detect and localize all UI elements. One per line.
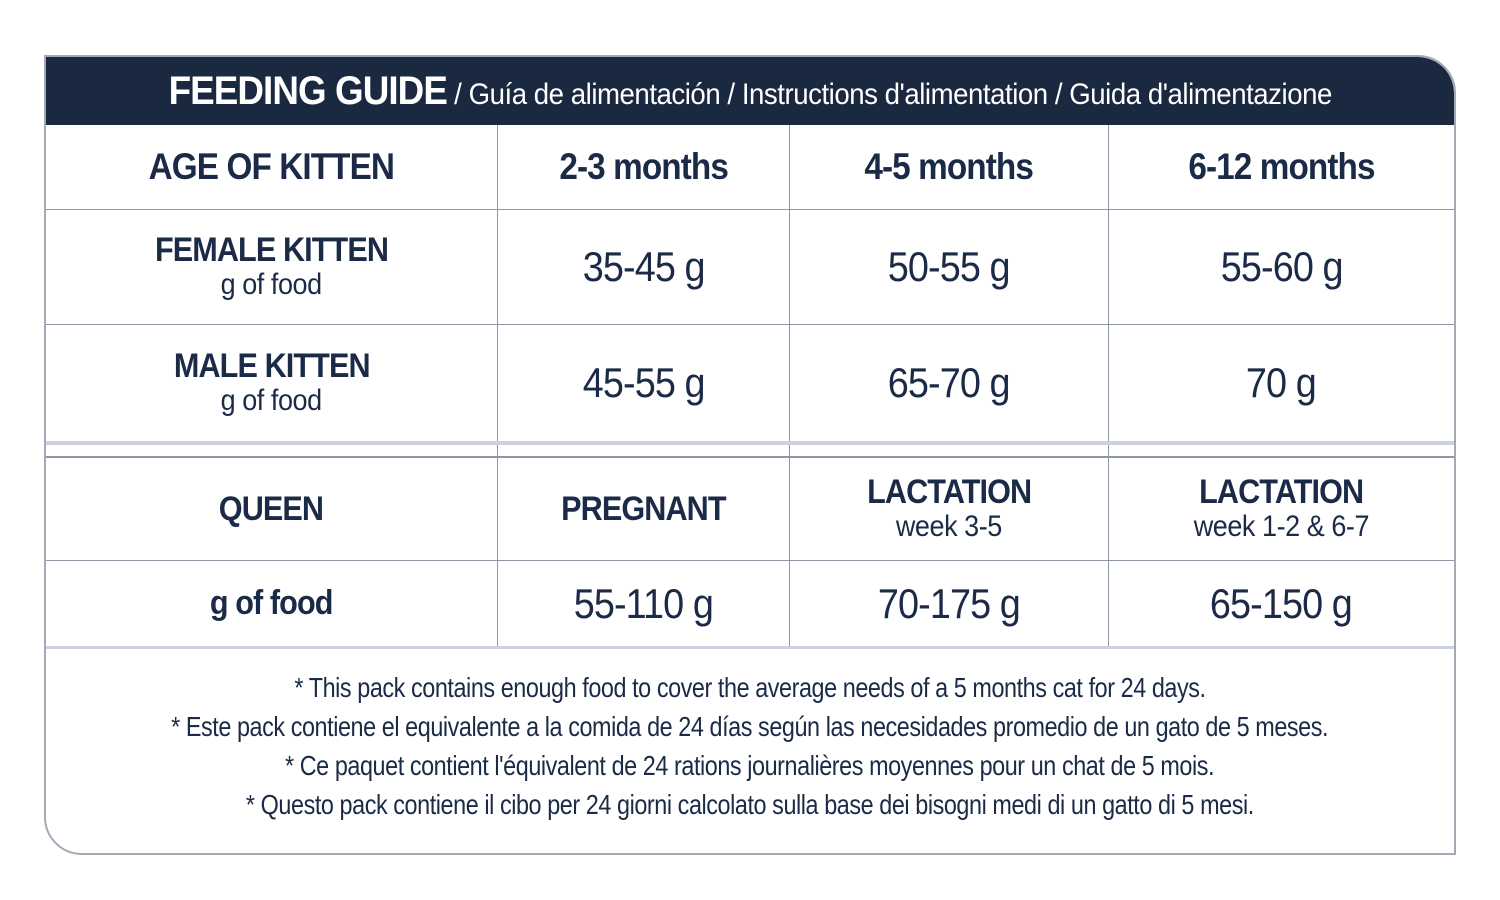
footnote-english: * This pack contains enough food to cove… bbox=[294, 671, 1206, 703]
footnotes: * This pack contains enough food to cove… bbox=[46, 649, 1454, 853]
row-header-g-of-food: g of food bbox=[46, 561, 497, 646]
divider-segment bbox=[1107, 445, 1454, 456]
column-header-6-12-months: 6-12 months bbox=[1107, 125, 1454, 209]
cell-amount-lactation-week-1-2-6-7: 65-150 g bbox=[1107, 561, 1454, 646]
table-row-male-kitten: MALE KITTEN g of food 45-55 g 65-70 g 70… bbox=[46, 325, 1454, 445]
footnote-french: * Ce paquet contient l'équivalent de 24 … bbox=[285, 750, 1215, 781]
row-header-queen: QUEEN bbox=[46, 458, 497, 560]
cell-female-4-5-months: 50-55 g bbox=[789, 210, 1107, 324]
page-title: FEEDING GUIDE bbox=[168, 68, 447, 113]
header-text: FEEDING GUIDE / Guía de alimentación / I… bbox=[168, 68, 1332, 114]
column-header-label: 4-5 months bbox=[864, 146, 1035, 188]
header-bar: FEEDING GUIDE / Guía de alimentación / I… bbox=[46, 57, 1454, 125]
footnote-spanish: * Este pack contiene el equivalente a la… bbox=[171, 710, 1329, 742]
row-sublabel: g of food bbox=[220, 268, 322, 302]
cell-value: 65-150 g bbox=[1210, 579, 1353, 627]
cell-value: 45-55 g bbox=[582, 359, 706, 407]
cell-value: 50-55 g bbox=[888, 243, 1011, 291]
divider-segment bbox=[46, 445, 497, 456]
age-header-row: AGE OF KITTEN 2-3 months 4-5 months 6-12… bbox=[46, 125, 1454, 210]
cell-value: 65-70 g bbox=[888, 359, 1011, 407]
cell-amount-pregnant: 55-110 g bbox=[496, 561, 790, 646]
column-header-2-3-months: 2-3 months bbox=[496, 125, 790, 209]
cell-female-6-12-months: 55-60 g bbox=[1107, 210, 1454, 324]
row-header-female-kitten: FEMALE KITTEN g of food bbox=[46, 210, 497, 324]
row-label: QUEEN bbox=[219, 489, 324, 528]
page-subtitle: / Guía de alimentación / Instructions d'… bbox=[446, 77, 1332, 111]
column-header-label: 2-3 months bbox=[559, 146, 729, 188]
row-label: g of food bbox=[209, 584, 334, 623]
cell-value: 55-60 g bbox=[1220, 243, 1343, 291]
column-header-age-of-kitten: AGE OF KITTEN bbox=[46, 125, 497, 209]
cell-value: 35-45 g bbox=[582, 243, 706, 291]
cell-female-2-3-months: 35-45 g bbox=[496, 210, 790, 324]
column-header-label: 6-12 months bbox=[1188, 146, 1375, 188]
cell-queen-pregnant: PREGNANT bbox=[496, 458, 790, 560]
feeding-guide-card: FEEDING GUIDE / Guía de alimentación / I… bbox=[44, 55, 1456, 855]
column-header-4-5-months: 4-5 months bbox=[789, 125, 1107, 209]
cell-subtitle: week 1-2 & 6-7 bbox=[1193, 510, 1370, 544]
column-header-label: AGE OF KITTEN bbox=[148, 146, 395, 188]
table-row-queen-amounts: g of food 55-110 g 70-175 g 65-150 g bbox=[46, 561, 1454, 649]
cell-amount-lactation-week-3-5: 70-175 g bbox=[789, 561, 1107, 646]
section-divider bbox=[46, 445, 1454, 457]
cell-subtitle: week 3-5 bbox=[896, 510, 1002, 544]
cell-value: 55-110 g bbox=[573, 579, 714, 627]
divider-segment bbox=[496, 445, 790, 456]
cell-value: 70 g bbox=[1246, 359, 1317, 407]
cell-male-6-12-months: 70 g bbox=[1107, 325, 1454, 441]
cell-male-2-3-months: 45-55 g bbox=[496, 325, 790, 441]
row-header-male-kitten: MALE KITTEN g of food bbox=[46, 325, 497, 441]
table-row-queen: QUEEN PREGNANT LACTATION week 3-5 LACTAT… bbox=[46, 457, 1454, 561]
cell-title: PREGNANT bbox=[561, 489, 726, 528]
row-label: FEMALE KITTEN bbox=[154, 231, 389, 270]
cell-queen-lactation-week-1-2-6-7: LACTATION week 1-2 & 6-7 bbox=[1107, 458, 1454, 560]
footnote-italian: * Questo pack contiene il cibo per 24 gi… bbox=[246, 789, 1254, 821]
table-row-female-kitten: FEMALE KITTEN g of food 35-45 g 50-55 g … bbox=[46, 210, 1454, 325]
cell-title: LACTATION bbox=[866, 473, 1032, 512]
row-label: MALE KITTEN bbox=[173, 347, 370, 386]
cell-title: LACTATION bbox=[1199, 473, 1364, 512]
cell-value: 70-175 g bbox=[877, 579, 1021, 627]
divider-segment bbox=[789, 445, 1107, 456]
cell-queen-lactation-week-3-5: LACTATION week 3-5 bbox=[789, 458, 1107, 560]
cell-male-4-5-months: 65-70 g bbox=[789, 325, 1107, 441]
row-sublabel: g of food bbox=[220, 384, 322, 418]
